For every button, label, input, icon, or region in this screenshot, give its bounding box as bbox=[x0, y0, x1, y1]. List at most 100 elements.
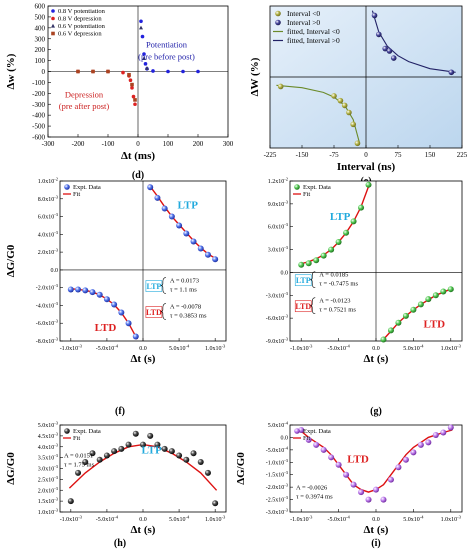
y-tick-label: -500 bbox=[32, 123, 45, 131]
box-label: LTD bbox=[295, 302, 311, 311]
data-point bbox=[448, 69, 455, 76]
plot-frame bbox=[289, 424, 463, 513]
data-point bbox=[128, 78, 133, 83]
data-point bbox=[190, 450, 197, 457]
legend-label: Fit bbox=[303, 191, 310, 198]
data-point bbox=[277, 83, 284, 90]
data-point bbox=[350, 121, 357, 128]
data-point bbox=[96, 291, 103, 298]
data-point bbox=[440, 429, 447, 436]
legend-marker bbox=[294, 184, 300, 190]
data-point bbox=[154, 194, 161, 201]
data-point bbox=[103, 296, 110, 303]
y-axis-title: ΔW (%) bbox=[249, 57, 261, 96]
data-point bbox=[111, 448, 118, 455]
param-a: A = -0.0123 bbox=[319, 298, 350, 305]
data-point bbox=[145, 66, 149, 70]
data-point bbox=[183, 230, 190, 237]
y-tick-label: -300 bbox=[32, 101, 45, 109]
brace-icon bbox=[310, 271, 316, 289]
data-point bbox=[166, 69, 170, 74]
legend-marker bbox=[64, 428, 70, 434]
data-point bbox=[130, 86, 134, 90]
y-tick-label: 4.0x10-3 bbox=[38, 230, 59, 239]
data-point bbox=[183, 456, 190, 463]
panel-g: -1.0x10-3 -5.0x10-4 0.0 5.0x10-4 1.0x10-3 1.2… bbox=[266, 177, 463, 417]
y-tick-label: -5.0x10-4 bbox=[266, 445, 289, 454]
annotation-potentiation-sub: (pre before post) bbox=[138, 51, 195, 61]
box-label: LTD bbox=[146, 308, 162, 317]
brace-icon bbox=[160, 303, 166, 320]
x-tick-label: 150 bbox=[425, 151, 436, 159]
data-point bbox=[131, 94, 136, 99]
data-point bbox=[139, 25, 143, 30]
y-tick-label: 600 bbox=[35, 3, 46, 11]
panel-label: (d) bbox=[132, 170, 144, 181]
data-point bbox=[305, 260, 312, 267]
param-tau: τ = 1.75 ms bbox=[64, 462, 95, 469]
data-point bbox=[111, 301, 118, 308]
data-point bbox=[197, 245, 204, 252]
x-axis-title: Interval (ns) bbox=[337, 161, 396, 173]
y-tick-label: -2.0x10-3 bbox=[266, 483, 289, 492]
x-tick-label: 225 bbox=[457, 151, 468, 159]
param-a: A = -0.0078 bbox=[170, 304, 201, 311]
x-tick-label: 1.0x10-3 bbox=[205, 344, 226, 353]
data-point bbox=[125, 320, 132, 327]
data-point bbox=[132, 430, 139, 437]
data-point bbox=[365, 181, 372, 188]
data-point bbox=[96, 456, 103, 463]
data-point bbox=[82, 287, 89, 294]
annotation-depression: Depression bbox=[65, 90, 104, 100]
x-tick-label: -225 bbox=[264, 151, 277, 159]
fit-line bbox=[381, 287, 453, 342]
y-tick-label: -6.0x10-3 bbox=[266, 314, 289, 323]
param-tau: τ = -0.7475 ms bbox=[319, 281, 358, 288]
data-point bbox=[147, 432, 154, 439]
y-tick-label: -2.5x10-3 bbox=[266, 495, 289, 504]
data-point bbox=[118, 445, 125, 452]
box-label: LTP bbox=[296, 276, 311, 285]
x-tick-label: 0.0 bbox=[372, 346, 380, 352]
data-point bbox=[387, 476, 394, 483]
y-tick-label: -1.5x10-3 bbox=[266, 470, 289, 479]
y-tick-label: 0.0 bbox=[51, 268, 59, 274]
x-tick-label: -5.0x10-4 bbox=[96, 515, 119, 524]
panel-label: (g) bbox=[370, 406, 382, 417]
data-point bbox=[410, 306, 417, 313]
legend-label: Expt. Data bbox=[303, 428, 331, 435]
data-point bbox=[380, 336, 387, 343]
x-tick-label: -200 bbox=[72, 140, 85, 148]
data-point bbox=[320, 252, 327, 259]
data-point bbox=[204, 469, 211, 476]
data-point bbox=[447, 424, 454, 431]
data-point bbox=[181, 69, 185, 74]
panel-h: -1.0x10-3 -5.0x10-4 0.0 5.0x10-4 1.0x10-3 5.0… bbox=[5, 421, 227, 549]
y-tick-label: 6.0x10-3 bbox=[38, 212, 59, 221]
fit-line bbox=[299, 182, 371, 265]
data-point bbox=[365, 496, 372, 503]
legend-marker bbox=[64, 184, 70, 190]
param-a: A = 0.0185 bbox=[319, 272, 348, 279]
legend-label: Expt. Data bbox=[303, 184, 331, 191]
data-point bbox=[346, 109, 352, 116]
data-point bbox=[176, 452, 183, 459]
x-axis-title: Δt (s) bbox=[131, 353, 156, 365]
legend-label: fitted, Interval >0 bbox=[287, 36, 340, 45]
y-tick-label: 0.0 bbox=[281, 270, 289, 276]
data-point bbox=[212, 256, 219, 263]
data-point bbox=[313, 257, 320, 264]
legend-label: Interval >0 bbox=[287, 18, 320, 27]
data-point bbox=[328, 246, 335, 253]
data-point bbox=[432, 292, 439, 299]
x-tick-label: -5.0x10-4 bbox=[327, 344, 350, 353]
data-point bbox=[354, 140, 361, 147]
y-tick-label: 100 bbox=[35, 57, 46, 65]
data-point bbox=[298, 261, 305, 268]
data-point bbox=[125, 441, 132, 448]
x-tick-label: 0 bbox=[136, 140, 140, 148]
data-point bbox=[380, 496, 387, 503]
y-tick-label: 1.2x10-2 bbox=[268, 177, 288, 186]
data-point bbox=[390, 55, 397, 61]
